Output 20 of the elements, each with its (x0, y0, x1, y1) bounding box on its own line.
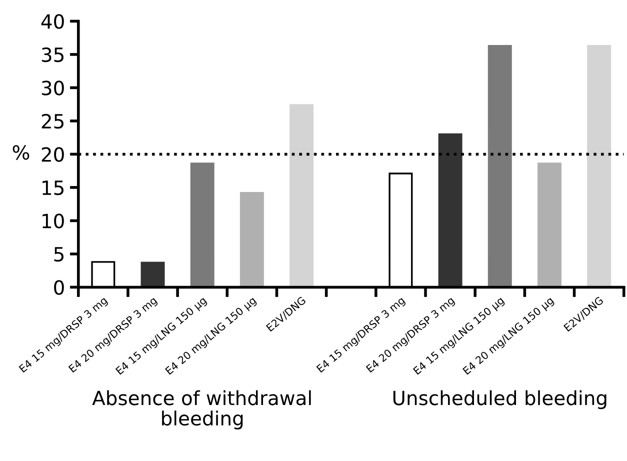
y-tick-label: 30 (42, 80, 64, 96)
y-tick-label: 40 (41, 14, 64, 29)
y-tick-label: 35 (42, 47, 64, 62)
y-tick-label: 0 (54, 280, 64, 295)
bar (438, 133, 462, 288)
y-tick-label: 5 (54, 247, 64, 262)
y-tick-label: 15 (42, 180, 64, 196)
y-tick-label: 10 (42, 214, 64, 228)
text: Absence of withdrawal bleeding (92, 390, 311, 430)
bar (140, 262, 165, 288)
bar (240, 192, 264, 288)
bar (488, 44, 512, 288)
y-axis-title: % (12, 145, 30, 160)
bar (537, 162, 562, 288)
bar (587, 44, 612, 288)
y-tick-label: 25 (42, 114, 64, 129)
bar (290, 104, 314, 288)
bar (190, 162, 214, 288)
text: Unscheduled bleeding (393, 390, 606, 410)
y-tick-label: 20 (42, 147, 64, 162)
